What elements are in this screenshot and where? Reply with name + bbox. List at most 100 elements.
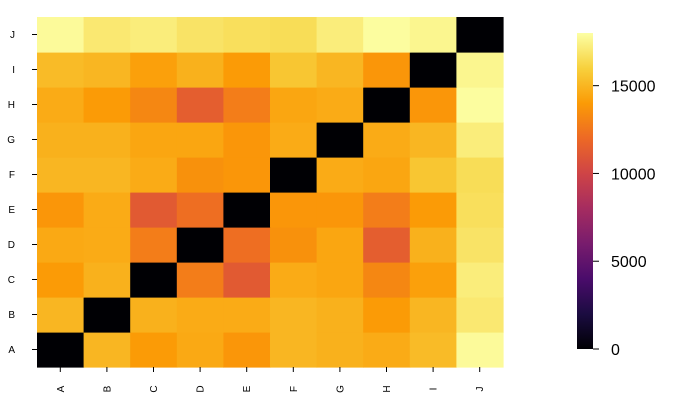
heatmap-cell-G-E (223, 122, 271, 158)
x-tick-label-J: J (475, 387, 486, 392)
heatmap-cell-C-F (270, 262, 318, 298)
y-tick-label-B: B (8, 310, 15, 321)
heatmap-cell-D-A (37, 227, 85, 263)
y-tick-label-G: G (7, 135, 15, 146)
colorbar-tick-label-10000: 10000 (611, 166, 656, 183)
heatmap-cell-J-E (223, 17, 271, 53)
heatmap-cell-A-J (456, 332, 504, 368)
heatmap-cell-B-D (176, 297, 224, 333)
heatmap-cell-H-D (176, 87, 224, 123)
x-tick-label-G: G (335, 385, 346, 393)
heatmap-cell-I-H (363, 52, 411, 88)
heatmap-cell-C-H (363, 262, 411, 298)
heatmap-cells (37, 17, 504, 368)
x-tick-label-C: C (149, 385, 160, 392)
x-tick-label-B: B (102, 385, 113, 392)
heatmap-cell-E-G (316, 192, 364, 228)
heatmap-cell-I-F (270, 52, 318, 88)
heatmap-cell-A-A (37, 332, 85, 368)
heatmap-cell-H-E (223, 87, 271, 123)
heatmap-cell-D-B (83, 227, 131, 263)
heatmap-cell-D-G (316, 227, 364, 263)
heatmap-cell-E-J (456, 192, 504, 228)
heatmap-cell-B-I (409, 297, 457, 333)
heatmap-cell-G-I (409, 122, 457, 158)
heatmap-cell-E-D (176, 192, 224, 228)
x-tick-label-E: E (242, 385, 253, 392)
heatmap-cell-G-G (316, 122, 364, 158)
heatmap-cell-E-H (363, 192, 411, 228)
heatmap-cell-J-F (270, 17, 318, 53)
heatmap-cell-C-A (37, 262, 85, 298)
heatmap-cell-F-J (456, 157, 504, 193)
heatmap-cell-H-G (316, 87, 364, 123)
heatmap-cell-G-D (176, 122, 224, 158)
x-tick-label-A: A (56, 385, 67, 392)
heatmap-cell-I-I (409, 52, 457, 88)
heatmap-cell-B-A (37, 297, 85, 333)
heatmap-cell-A-B (83, 332, 131, 368)
heatmap-cell-F-G (316, 157, 364, 193)
heatmap-cell-B-H (363, 297, 411, 333)
heatmap-cell-E-F (270, 192, 318, 228)
heatmap-cell-A-G (316, 332, 364, 368)
heatmap-cell-J-C (130, 17, 178, 53)
heatmap-cell-B-B (83, 297, 131, 333)
heatmap-cell-H-B (83, 87, 131, 123)
heatmap-cell-G-F (270, 122, 318, 158)
heatmap-cell-J-H (363, 17, 411, 53)
heatmap-cell-D-C (130, 227, 178, 263)
heatmap-cell-A-F (270, 332, 318, 368)
heatmap-cell-G-J (456, 122, 504, 158)
heatmap-cell-J-A (37, 17, 85, 53)
y-tick-label-J: J (10, 30, 15, 41)
heatmap-cell-G-C (130, 122, 178, 158)
heatmap-cell-I-D (176, 52, 224, 88)
x-tick-label-F: F (289, 386, 300, 392)
heatmap-cell-J-I (409, 17, 457, 53)
heatmap-cell-G-A (37, 122, 85, 158)
heatmap-cell-H-C (130, 87, 178, 123)
heatmap-cell-D-J (456, 227, 504, 263)
colorbar-gradient (577, 33, 593, 349)
x-tick-label-H: H (382, 385, 393, 392)
heatmap-cell-F-D (176, 157, 224, 193)
heatmap-cell-A-E (223, 332, 271, 368)
heatmap-cell-I-G (316, 52, 364, 88)
heatmap-cell-G-B (83, 122, 131, 158)
y-tick-label-I: I (12, 65, 15, 76)
heatmap-cell-F-E (223, 157, 271, 193)
heatmap-cell-J-G (316, 17, 364, 53)
heatmap-cell-F-H (363, 157, 411, 193)
heatmap-cell-D-I (409, 227, 457, 263)
heatmap-cell-C-D (176, 262, 224, 298)
heatmap-cell-D-E (223, 227, 271, 263)
heatmap-cell-E-A (37, 192, 85, 228)
heatmap-cell-H-F (270, 87, 318, 123)
heatmap-cell-E-E (223, 192, 271, 228)
heatmap-cell-G-H (363, 122, 411, 158)
colorbar-tick-label-5000: 5000 (611, 254, 647, 271)
heatmap-cell-C-B (83, 262, 131, 298)
heatmap-cell-B-C (130, 297, 178, 333)
heatmap-cell-H-H (363, 87, 411, 123)
heatmap-cell-F-I (409, 157, 457, 193)
heatmap-cell-E-I (409, 192, 457, 228)
heatmap-cell-F-B (83, 157, 131, 193)
heatmap-cell-A-D (176, 332, 224, 368)
heatmap-cell-B-J (456, 297, 504, 333)
colorbar-tick-label-0: 0 (611, 342, 620, 359)
y-tick-label-D: D (8, 240, 15, 251)
colorbar-ticks: 0 5000 10000 15000 (593, 79, 656, 359)
heatmap-cell-H-A (37, 87, 85, 123)
heatmap-cell-F-A (37, 157, 85, 193)
heatmap-cell-C-C (130, 262, 178, 298)
heatmap-cell-E-C (130, 192, 178, 228)
y-tick-label-H: H (8, 100, 15, 111)
heatmap-cell-F-C (130, 157, 178, 193)
heatmap-cell-I-A (37, 52, 85, 88)
heatmap-cell-C-I (409, 262, 457, 298)
heatmap-cell-J-D (176, 17, 224, 53)
heatmap-cell-J-B (83, 17, 131, 53)
